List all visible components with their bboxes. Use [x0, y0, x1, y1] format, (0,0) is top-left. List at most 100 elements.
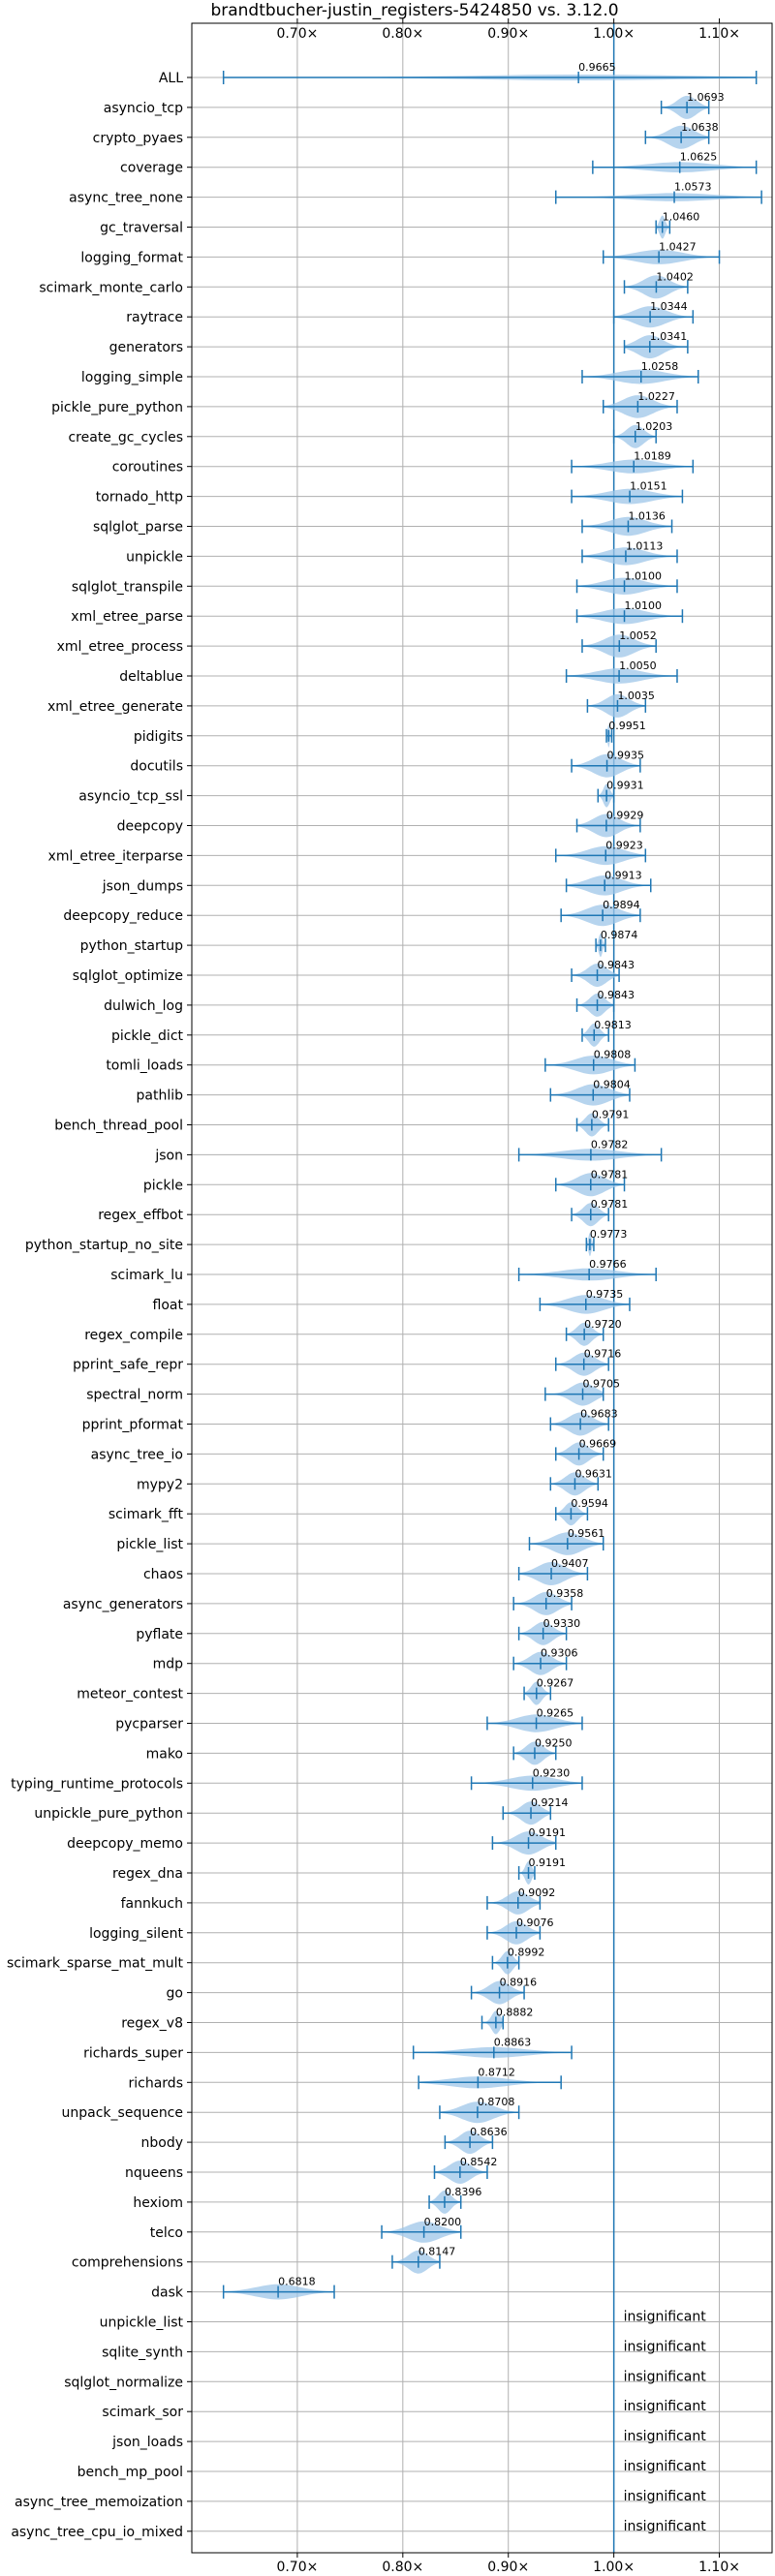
value-label: 0.9705 — [583, 1378, 621, 1391]
benchmark-label: pathlib — [137, 1089, 184, 1104]
value-label: 1.0189 — [634, 450, 671, 463]
value-label: 0.9561 — [568, 1527, 605, 1540]
value-label: 0.9214 — [531, 1796, 569, 1809]
value-label: 0.9267 — [537, 1677, 574, 1690]
benchmark-label: generators — [109, 340, 183, 355]
benchmark-label: asyncio_tcp — [104, 101, 183, 116]
value-label: 1.0052 — [619, 629, 657, 642]
value-label: 0.8882 — [496, 2007, 533, 2019]
value-label: 0.9720 — [584, 1318, 622, 1331]
benchmark-label: async_generators — [63, 1597, 183, 1612]
benchmark-label: regex_effbot — [98, 1208, 183, 1223]
value-label: 0.9782 — [591, 1138, 629, 1150]
value-label: 0.9843 — [598, 959, 636, 971]
benchmark-label: mako — [146, 1746, 183, 1762]
value-label: 0.9813 — [594, 1019, 632, 1031]
value-label: 0.8200 — [424, 2216, 462, 2228]
benchmark-label: dask — [151, 2285, 184, 2301]
benchmark-label: scimark_fft — [108, 1507, 184, 1522]
value-label: 0.9843 — [598, 989, 636, 1001]
value-label: 0.9250 — [535, 1736, 573, 1749]
benchmark-label: fannkuch — [121, 1896, 183, 1912]
insignificant-label: insignificant — [624, 2310, 707, 2325]
benchmark-label: json — [154, 1148, 183, 1163]
benchmark-label: gc_traversal — [100, 221, 183, 236]
benchmark-label: pickle_pure_python — [51, 400, 183, 415]
benchmark-label: richards — [129, 2075, 184, 2091]
benchmark-label: tomli_loads — [106, 1058, 183, 1074]
benchmark-label: raytrace — [126, 310, 183, 325]
value-label: 0.9766 — [589, 1258, 627, 1271]
value-label: 1.0693 — [687, 91, 725, 104]
benchmark-label: pickle_list — [116, 1537, 183, 1552]
benchmark-label: pidigits — [134, 729, 183, 745]
value-label: 1.0460 — [663, 211, 700, 224]
value-label: 1.0625 — [680, 151, 718, 164]
benchmark-label: regex_compile — [84, 1328, 183, 1343]
benchmark-label: telco — [150, 2225, 183, 2241]
value-label: 0.9092 — [518, 1886, 556, 1899]
value-label: 1.0113 — [626, 539, 664, 552]
benchmark-label: meteor_contest — [77, 1687, 183, 1702]
benchmark-label: bench_thread_pool — [54, 1119, 183, 1134]
value-label: 0.9230 — [533, 1766, 571, 1779]
x-tick-label-top: 0.80× — [382, 26, 423, 42]
value-label: 0.9306 — [541, 1647, 578, 1660]
value-label: 0.9874 — [601, 929, 638, 941]
value-label: 1.0136 — [628, 510, 666, 523]
value-label: 0.9265 — [537, 1707, 574, 1720]
value-label: 0.8542 — [460, 2156, 498, 2168]
benchmark-label: comprehensions — [72, 2255, 183, 2271]
benchmark-label: typing_runtime_protocols — [11, 1776, 183, 1792]
value-label: 0.9407 — [551, 1557, 589, 1570]
violin-layer — [222, 71, 762, 2300]
insignificant-label: insignificant — [624, 2399, 707, 2414]
plot-frame — [191, 22, 773, 2554]
benchmark-label: deepcopy_memo — [67, 1836, 183, 1852]
benchmark-label: mdp — [153, 1657, 184, 1672]
benchmark-label: chaos — [143, 1567, 183, 1582]
value-label: 0.8147 — [418, 2246, 456, 2258]
benchmark-label: pyflate — [136, 1627, 183, 1642]
value-label: 1.0050 — [619, 659, 657, 672]
value-label: 0.9781 — [591, 1198, 629, 1211]
benchmark-label: deltablue — [119, 669, 183, 685]
x-tick-label-bottom: 0.70× — [276, 2560, 318, 2575]
benchmark-label: sqlite_synth — [102, 2345, 183, 2360]
insignificant-label: insignificant — [624, 2459, 707, 2474]
value-label: 1.0100 — [625, 569, 663, 582]
insignificant-label: insignificant — [624, 2339, 707, 2354]
insignificant-label: insignificant — [624, 2429, 707, 2444]
value-label: 0.8712 — [478, 2066, 515, 2078]
value-label: 0.9683 — [580, 1408, 618, 1421]
benchmark-label: json_loads — [111, 2435, 183, 2450]
benchmark-label: pycparser — [115, 1717, 183, 1733]
x-tick-label-top: 1.10× — [698, 26, 740, 42]
benchmark-label: create_gc_cycles — [68, 430, 183, 445]
benchmark-label: richards_super — [83, 2045, 183, 2061]
benchmark-label: async_tree_cpu_io_mixed — [11, 2525, 183, 2540]
benchmark-label: deepcopy_reduce — [63, 908, 183, 924]
insignificant-label: insignificant — [624, 2519, 707, 2534]
benchmark-label: crypto_pyaes — [93, 131, 183, 146]
value-label: 1.0638 — [681, 121, 719, 134]
benchmark-label: sqlglot_parse — [93, 520, 183, 536]
value-label: 0.9804 — [593, 1079, 631, 1091]
benchmark-label: xml_etree_iterparse — [48, 848, 183, 864]
benchmark-label: tornado_http — [96, 490, 183, 506]
value-label: 0.9913 — [604, 869, 642, 881]
insignificant-label: insignificant — [624, 2489, 707, 2504]
benchmark-label: coverage — [120, 161, 183, 176]
benchmark-label: pprint_pformat — [82, 1418, 184, 1433]
benchmark-label: json_dumps — [102, 878, 183, 894]
value-label: 0.9631 — [574, 1467, 612, 1480]
value-label: 1.0402 — [656, 270, 694, 283]
benchmark-label: scimark_sparse_mat_mult — [7, 1956, 183, 1972]
benchmark-label: deepcopy — [117, 819, 183, 835]
benchmark-label: mypy2 — [137, 1477, 183, 1492]
value-label: 1.0344 — [650, 300, 688, 313]
benchmark-label: float — [153, 1298, 184, 1313]
label-layer: 0.9665 1.0693 1.0638 1.0625 1.0573 1.0460 1.04… — [278, 61, 725, 2534]
benchmark-label: scimark_sor — [102, 2405, 183, 2420]
benchmark-label: xml_etree_parse — [71, 609, 183, 625]
